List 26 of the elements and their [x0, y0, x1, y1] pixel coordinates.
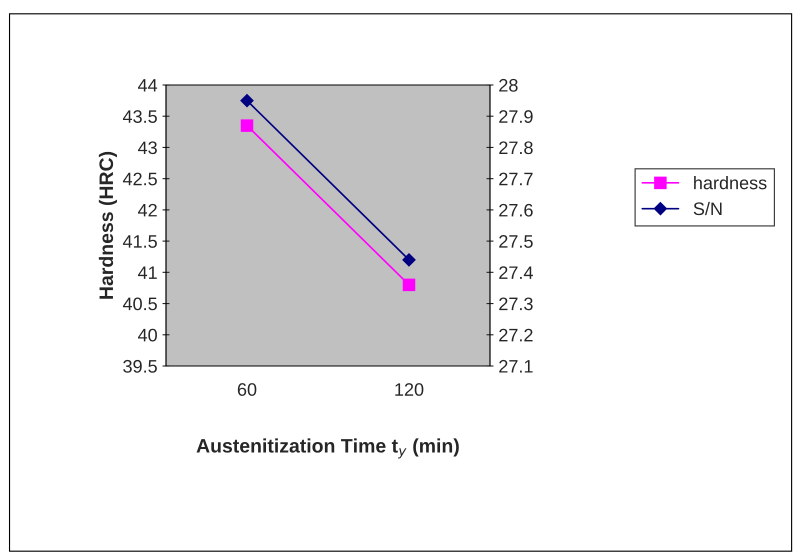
y-tick-label: 42.5	[122, 172, 157, 186]
y2-tick-label: 28	[499, 78, 518, 92]
y-tick-label: 43.5	[122, 110, 157, 123]
x-tick-label: 120	[395, 383, 424, 396]
y2-tick-label: 27.2	[499, 328, 533, 342]
y2-tick-label: 27.5	[499, 235, 533, 248]
y2-tick-label: 27.1	[499, 360, 533, 373]
y-tick-label: 39.5	[123, 360, 157, 373]
x-tick-label: 60	[238, 383, 256, 396]
y2-tick-label: 27.4	[499, 266, 533, 279]
y-tick-label: 41.5	[122, 235, 157, 248]
y2-tick-label: 27.6	[499, 204, 533, 217]
y2-tick-label: 27.8	[499, 141, 533, 154]
legend-label: S/N	[694, 202, 722, 216]
x-axis-title: Austenitization Time t$_{y}$ (min)	[196, 438, 459, 458]
y-tick-label: 40	[138, 328, 157, 342]
y-tick-label: 40.5	[122, 297, 157, 310]
y2-tick-label: 27.7	[499, 172, 533, 186]
y-axis-title: Hardness (HRC)	[98, 152, 117, 299]
y-tick-label: 44	[138, 79, 158, 92]
y-tick-label: 43	[138, 141, 157, 154]
legend-label: hardness	[694, 176, 767, 190]
y2-tick-label: 27.3	[499, 297, 533, 310]
y-tick-label: 42	[138, 204, 157, 216]
y2-tick-label: 27.9	[499, 110, 533, 123]
y-tick-label: 41	[138, 266, 157, 279]
